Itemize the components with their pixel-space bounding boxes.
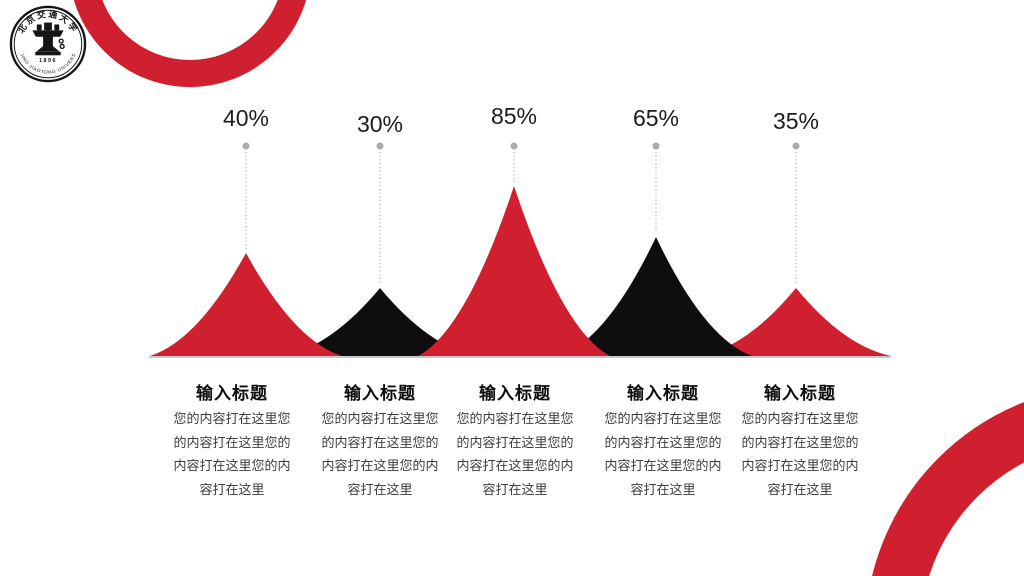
column-title: 输入标题 [764, 384, 836, 403]
anvil-emblem-icon: 1896 [32, 22, 65, 64]
column-title: 输入标题 [627, 384, 699, 403]
peak-shape [418, 186, 610, 356]
leader-dot [376, 142, 384, 150]
column-body: 您的内容打在这里您的内容打在这里您的内容打在这里您的内容打在这里 [741, 411, 859, 497]
percent-label: 35% [772, 108, 820, 134]
column-title: 输入标题 [196, 384, 268, 403]
leader-dot [242, 142, 250, 150]
leader-dot [510, 142, 518, 150]
column-body: 您的内容打在这里您的内容打在这里您的内容打在这里您的内容打在这里 [321, 411, 439, 497]
leader-dot [792, 142, 800, 150]
percent-label: 40% [222, 105, 270, 131]
peak-shape [150, 253, 342, 356]
seal-year-label: 1896 [39, 58, 57, 64]
column-body: 您的内容打在这里您的内容打在这里您的内容打在这里您的内容打在这里 [173, 411, 291, 497]
university-seal-logo: 北京交通大学 BEIJING JIAOTONG UNIVERSITY 1896 [9, 5, 87, 83]
percent-label: 30% [356, 111, 404, 137]
column-body: 您的内容打在这里您的内容打在这里您的内容打在这里您的内容打在这里 [456, 411, 574, 497]
percent-label: 65% [632, 105, 680, 131]
peak-shape [284, 288, 476, 356]
peak-shape [560, 237, 752, 356]
peak-shape [701, 288, 891, 356]
leader-dot [652, 142, 660, 150]
percent-label: 85% [490, 103, 538, 129]
seal-inner-ring [13, 9, 83, 79]
column-body: 您的内容打在这里您的内容打在这里您的内容打在这里您的内容打在这里 [604, 411, 722, 497]
column-title: 输入标题 [344, 384, 416, 403]
column-title: 输入标题 [479, 384, 551, 403]
